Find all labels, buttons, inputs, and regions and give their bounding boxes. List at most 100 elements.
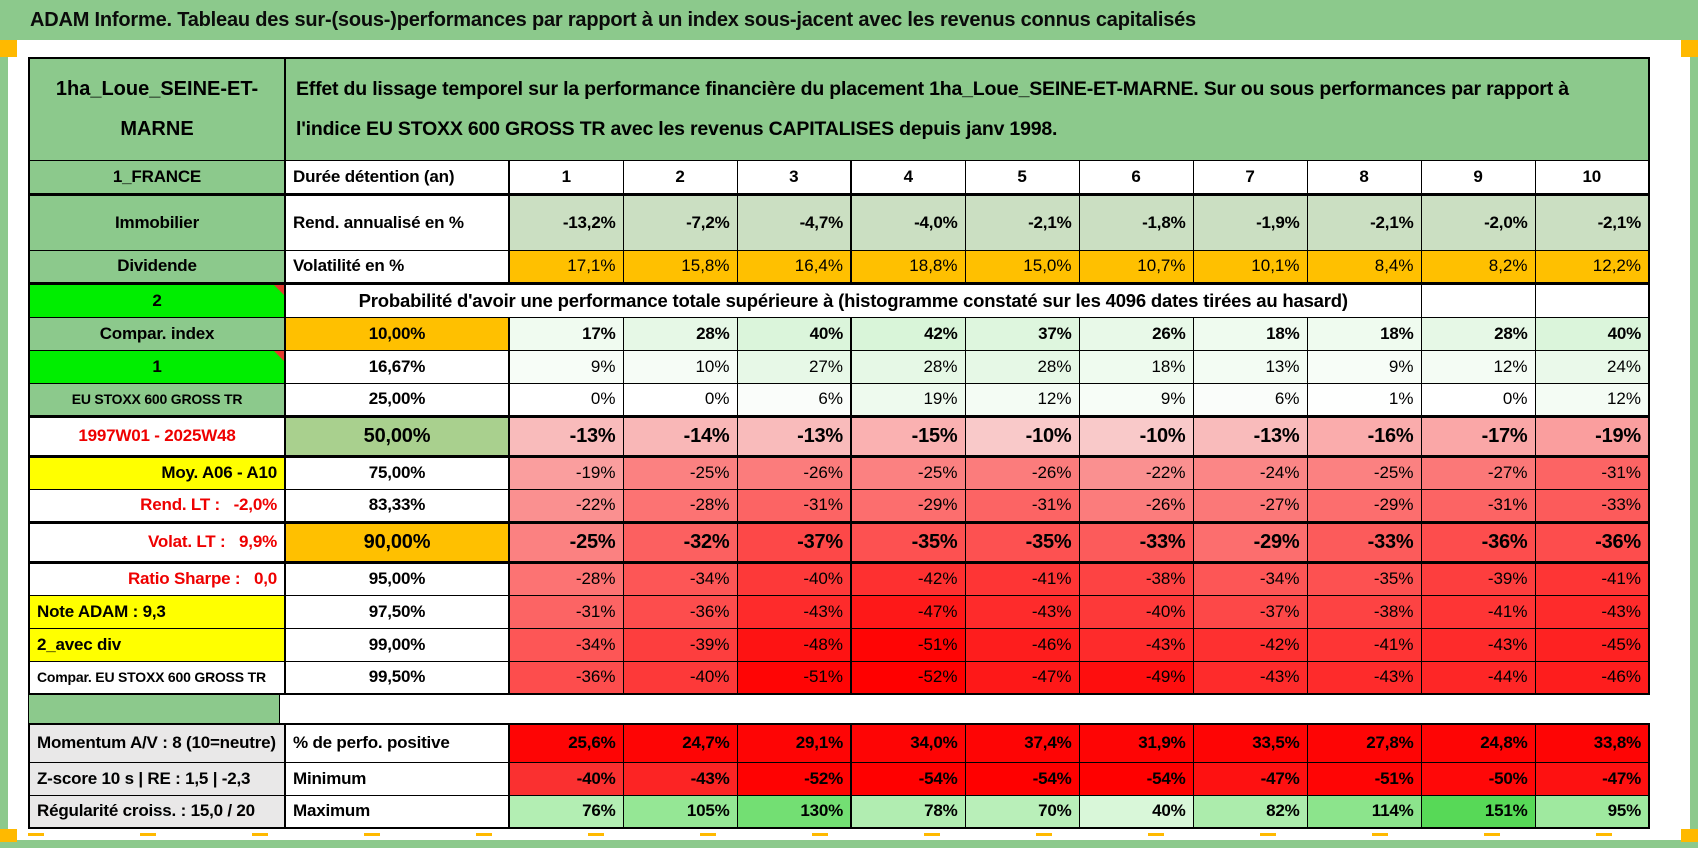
- value-cell[interactable]: 82%: [1192, 794, 1308, 829]
- value-cell[interactable]: 130%: [736, 794, 852, 829]
- value-cell[interactable]: -25%: [508, 520, 624, 564]
- value-cell[interactable]: -36%: [1534, 520, 1650, 564]
- value-cell[interactable]: -24%: [1192, 455, 1308, 490]
- value-cell[interactable]: 6%: [1192, 382, 1308, 417]
- value-cell[interactable]: -4,0%: [850, 192, 966, 251]
- value-cell[interactable]: -37%: [1192, 594, 1308, 629]
- metric-label-cell[interactable]: 10,00%: [284, 316, 510, 351]
- value-cell[interactable]: -41%: [964, 561, 1080, 596]
- metric-label-cell[interactable]: Rend. annualisé en %: [284, 192, 510, 251]
- value-cell[interactable]: 17%: [508, 316, 624, 351]
- value-cell[interactable]: 76%: [508, 794, 624, 829]
- value-cell[interactable]: 105%: [622, 794, 738, 829]
- value-cell[interactable]: -52%: [736, 761, 852, 796]
- value-cell[interactable]: 26%: [1078, 316, 1194, 351]
- metric-label-cell[interactable]: 90,00%: [284, 520, 510, 564]
- value-cell[interactable]: -43%: [1192, 660, 1308, 695]
- value-cell[interactable]: -41%: [1306, 627, 1422, 662]
- value-cell[interactable]: -49%: [1078, 660, 1194, 695]
- value-cell[interactable]: -40%: [736, 561, 852, 596]
- value-cell[interactable]: -19%: [508, 455, 624, 490]
- value-cell[interactable]: -2,0%: [1420, 192, 1536, 251]
- row-label-cell[interactable]: Immobilier: [28, 192, 286, 251]
- value-cell[interactable]: 114%: [1306, 794, 1422, 829]
- column-header-cell[interactable]: 5: [964, 159, 1080, 195]
- value-cell[interactable]: -39%: [1420, 561, 1536, 596]
- value-cell[interactable]: -52%: [850, 660, 966, 695]
- value-cell[interactable]: 9%: [1078, 382, 1194, 417]
- row-label-cell[interactable]: 2: [28, 281, 286, 318]
- row-label-cell[interactable]: 1_FRANCE: [28, 159, 286, 195]
- value-cell[interactable]: -10%: [1078, 414, 1194, 458]
- value-cell[interactable]: -45%: [1534, 627, 1650, 662]
- value-cell[interactable]: -10%: [964, 414, 1080, 458]
- value-cell[interactable]: -50%: [1420, 761, 1536, 796]
- value-cell[interactable]: 24%: [1534, 349, 1650, 384]
- value-cell[interactable]: -28%: [622, 488, 738, 523]
- value-cell[interactable]: 95%: [1534, 794, 1650, 829]
- value-cell[interactable]: 16,4%: [736, 249, 852, 284]
- value-cell[interactable]: 40%: [1078, 794, 1194, 829]
- value-cell[interactable]: -43%: [964, 594, 1080, 629]
- description-cell[interactable]: Effet du lissage temporel sur la perform…: [284, 57, 1650, 161]
- row-label-cell[interactable]: Compar. index: [28, 316, 286, 351]
- row-label-cell[interactable]: EU STOXX 600 GROSS TR: [28, 382, 286, 417]
- value-cell[interactable]: -32%: [622, 520, 738, 564]
- value-cell[interactable]: -46%: [1534, 660, 1650, 695]
- row-label-cell[interactable]: 1997W01 - 2025W48: [28, 414, 286, 458]
- value-cell[interactable]: -47%: [850, 594, 966, 629]
- value-cell[interactable]: 8,2%: [1420, 249, 1536, 284]
- value-cell[interactable]: 27,8%: [1306, 723, 1422, 763]
- value-cell[interactable]: 28%: [850, 349, 966, 384]
- value-cell[interactable]: -47%: [964, 660, 1080, 695]
- value-cell[interactable]: -41%: [1534, 561, 1650, 596]
- value-cell[interactable]: -13,2%: [508, 192, 624, 251]
- value-cell[interactable]: -29%: [850, 488, 966, 523]
- value-cell[interactable]: -25%: [850, 455, 966, 490]
- row-label-cell[interactable]: Rend. LT : -2,0%: [28, 488, 286, 523]
- row-label-cell[interactable]: Moy. A06 - A10: [28, 455, 286, 490]
- value-cell[interactable]: 0%: [508, 382, 624, 417]
- value-cell[interactable]: 19%: [850, 382, 966, 417]
- value-cell[interactable]: 70%: [964, 794, 1080, 829]
- metric-label-cell[interactable]: Minimum: [284, 761, 510, 796]
- value-cell[interactable]: -42%: [850, 561, 966, 596]
- value-cell[interactable]: 1%: [1306, 382, 1422, 417]
- value-cell[interactable]: 151%: [1420, 794, 1536, 829]
- value-cell[interactable]: 12%: [1534, 382, 1650, 417]
- metric-label-cell[interactable]: 95,00%: [284, 561, 510, 596]
- value-cell[interactable]: -33%: [1534, 488, 1650, 523]
- metric-label-cell[interactable]: 99,00%: [284, 627, 510, 662]
- column-header-cell[interactable]: 10: [1534, 159, 1650, 195]
- metric-label-cell[interactable]: 25,00%: [284, 382, 510, 417]
- value-cell[interactable]: -22%: [508, 488, 624, 523]
- value-cell[interactable]: -43%: [622, 761, 738, 796]
- value-cell[interactable]: -7,2%: [622, 192, 738, 251]
- metric-label-cell[interactable]: Maximum: [284, 794, 510, 829]
- value-cell[interactable]: 0%: [1420, 382, 1536, 417]
- value-cell[interactable]: -43%: [1534, 594, 1650, 629]
- value-cell[interactable]: 29,1%: [736, 723, 852, 763]
- value-cell[interactable]: 33,5%: [1192, 723, 1308, 763]
- value-cell[interactable]: 12%: [1420, 349, 1536, 384]
- row-label-cell[interactable]: Dividende: [28, 249, 286, 284]
- value-cell[interactable]: 8,4%: [1306, 249, 1422, 284]
- value-cell[interactable]: 0%: [622, 382, 738, 417]
- value-cell[interactable]: -47%: [1534, 761, 1650, 796]
- value-cell[interactable]: -34%: [508, 627, 624, 662]
- value-cell[interactable]: 18%: [1306, 316, 1422, 351]
- row-label-cell[interactable]: Ratio Sharpe : 0,0: [28, 561, 286, 596]
- value-cell[interactable]: 6%: [736, 382, 852, 417]
- column-header-cell[interactable]: 8: [1306, 159, 1422, 195]
- value-cell[interactable]: -51%: [850, 627, 966, 662]
- value-cell[interactable]: -51%: [1306, 761, 1422, 796]
- value-cell[interactable]: -1,9%: [1192, 192, 1308, 251]
- value-cell[interactable]: -48%: [736, 627, 852, 662]
- row-label-cell[interactable]: Régularité croiss. : 15,0 / 20: [28, 794, 286, 829]
- metric-label-cell[interactable]: 83,33%: [284, 488, 510, 523]
- value-cell[interactable]: -54%: [1078, 761, 1194, 796]
- row-label-cell[interactable]: 2_avec div: [28, 627, 286, 662]
- row-label-cell[interactable]: Z-score 10 s | RE : 1,5 | -2,3: [28, 761, 286, 796]
- value-cell[interactable]: 40%: [1534, 316, 1650, 351]
- value-cell[interactable]: -54%: [964, 761, 1080, 796]
